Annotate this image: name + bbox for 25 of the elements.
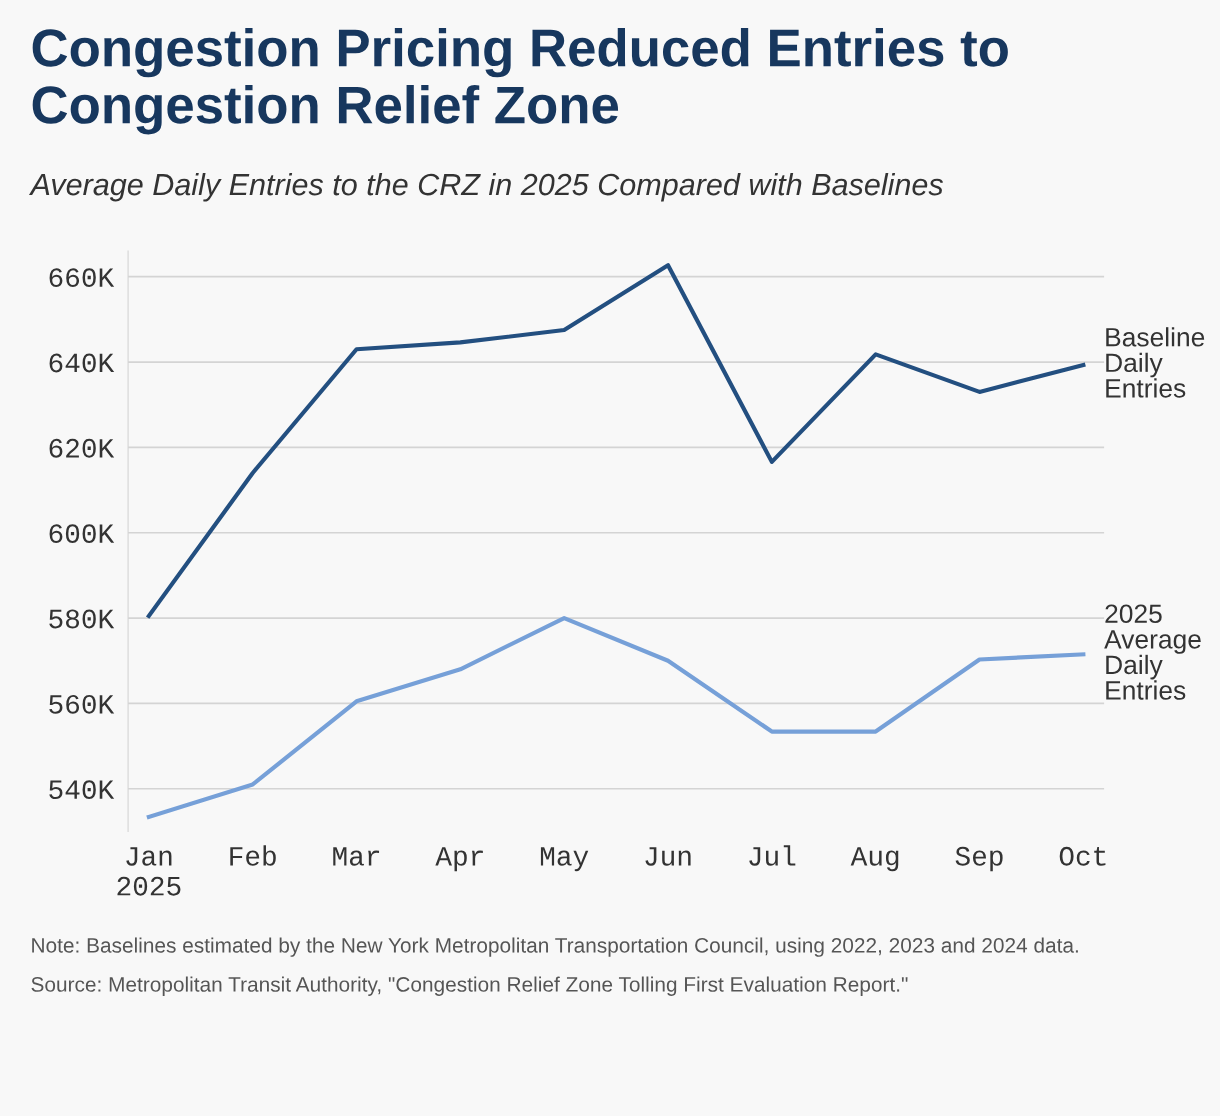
x-tick-label: Apr	[435, 847, 483, 872]
x-tick-label: Mar	[333, 847, 380, 866]
y-tick-label: 620K	[49, 438, 115, 458]
y-tick-label: 580K	[49, 609, 115, 629]
series-label: Baseline Daily Entries	[1106, 327, 1205, 398]
x-tick-label: Oct	[1059, 846, 1106, 866]
y-tick-label: 560K	[49, 694, 115, 714]
x-tick-label: Sep	[955, 846, 1003, 872]
y-tick-label: 540K	[49, 780, 115, 800]
source-note: Source: Metropolitan Transit Authority, "Congestion Relief Zone Tolling First Evaluation Report."	[31, 976, 908, 996]
x-tick-label: Aug	[850, 847, 899, 872]
chart-subtitle: Average Daily Entries to the CRZ in 2025 Compared with Baselines	[28, 172, 944, 202]
x-tick-label: May	[540, 847, 589, 872]
x-tick-label: Jan 2025	[117, 847, 181, 896]
line-series	[146, 615, 1086, 819]
chart-title: Congestion Pricing Reduced Entries to Congestion Relief Zone	[32, 27, 1008, 135]
line-series	[146, 263, 1086, 619]
x-tick-label: Feb	[230, 845, 276, 866]
y-tick-label: 640K	[49, 353, 115, 373]
x-tick-label: Jul	[749, 845, 796, 866]
series-label: 2025 Average Daily Entries	[1104, 604, 1201, 700]
text: Note: Baselines estimated by the New York Metropolitan Transportation Council, using 2022, 2023 and 2024 data.	[32, 937, 1078, 957]
y-tick-label: 660K	[49, 268, 115, 288]
y-tick-label: 600K	[49, 524, 115, 544]
x-tick-label: Jun	[645, 847, 691, 866]
